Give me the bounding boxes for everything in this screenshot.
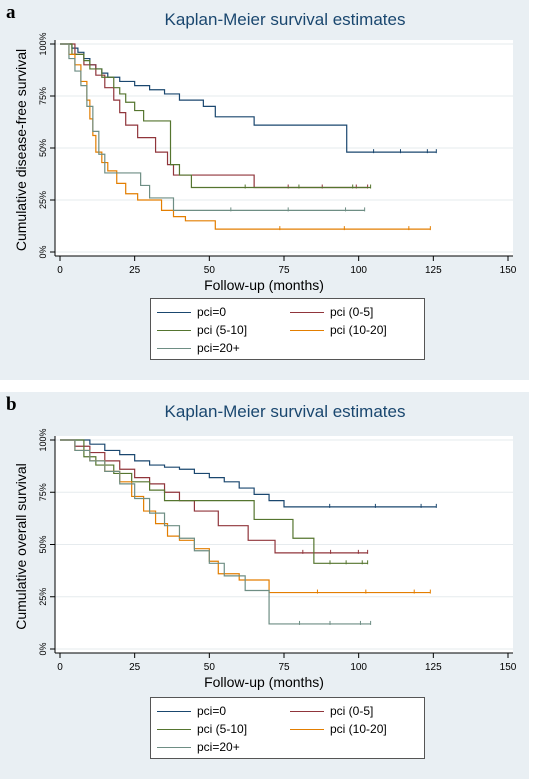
legend: pci=0 pci (0-5] pci (5-10] pci (10-20] p…	[150, 697, 425, 759]
series-line-pci-0-5	[60, 43, 368, 189]
km-chart-a: 0% 25% 50% 75% 100% 0 25 50 75 100 125 150 Follow-up…	[13, 32, 517, 293]
legend-item-pci-20-plus: pci=20+	[157, 739, 240, 755]
legend-swatch	[157, 347, 191, 349]
x-tick-label: 50	[204, 662, 216, 673]
km-chart-b: 0% 25% 50% 75% 100% 0 25 50 75 100 125 150 Follow-up…	[13, 428, 517, 690]
legend-swatch	[157, 710, 191, 712]
x-tick-label: 75	[278, 662, 290, 673]
legend-swatch	[290, 311, 324, 313]
legend-swatch	[157, 728, 191, 730]
legend-swatch	[157, 746, 191, 748]
y-axis-title: Cumulative disease-free survival	[13, 49, 29, 251]
x-tick-label: 25	[129, 662, 141, 673]
panel-b: b Kaplan-Meier survival estimates 0% 25% 5…	[0, 392, 529, 779]
chart-title: Kaplan-Meier survival estimates	[164, 10, 406, 29]
x-tick-label: 125	[425, 265, 442, 276]
legend-swatch	[290, 710, 324, 712]
y-tick-label: 25%	[38, 191, 48, 209]
legend-swatch	[157, 329, 191, 331]
series-line-pci-5-10	[60, 43, 371, 189]
legend-item-pci-5-10: pci (5-10]	[157, 322, 247, 338]
legend-swatch	[157, 311, 191, 313]
legend-label: pci (0-5]	[330, 704, 374, 718]
legend-label: pci (0-5]	[330, 305, 374, 319]
y-tick-label: 100%	[38, 32, 48, 55]
legend-item-pci-10-20: pci (10-20]	[290, 721, 387, 737]
y-tick-label: 50%	[38, 535, 48, 553]
legend-label: pci=0	[197, 704, 227, 718]
legend-swatch	[290, 728, 324, 730]
x-tick-label: 50	[204, 265, 216, 276]
legend-item-pci-10-20: pci (10-20]	[290, 322, 387, 338]
legend-swatch	[290, 329, 324, 331]
y-tick-label: 50%	[38, 139, 48, 157]
x-tick-label: 150	[500, 662, 517, 673]
legend-label: pci (10-20]	[330, 722, 387, 736]
legend-label: pci=20+	[197, 740, 240, 754]
legend-item-pci-0-5: pci (0-5]	[290, 304, 373, 320]
legend-item-pci-0: pci=0	[157, 703, 226, 719]
x-axis-title: Follow-up (months)	[204, 277, 324, 293]
x-axis-title: Follow-up (months)	[204, 674, 324, 690]
series-line-pci-0	[60, 439, 437, 508]
y-axis-title: Cumulative overall survival	[13, 463, 29, 630]
legend-label: pci (10-20]	[330, 323, 387, 337]
y-tick-label: 0%	[38, 642, 48, 655]
x-tick-label: 75	[278, 265, 290, 276]
x-tick-label: 0	[57, 265, 63, 276]
legend: pci=0 pci (0-5] pci (5-10] pci (10-20] p…	[150, 298, 425, 360]
y-tick-label: 100%	[38, 428, 48, 451]
x-tick-label: 0	[57, 662, 63, 673]
x-tick-label: 100	[350, 662, 367, 673]
panel-letter: b	[6, 394, 17, 415]
x-tick-label: 150	[500, 265, 517, 276]
y-tick-label: 25%	[38, 588, 48, 606]
legend-item-pci-20-plus: pci=20+	[157, 340, 240, 356]
y-tick-label: 0%	[38, 245, 48, 258]
series-line-pci-5-10	[60, 439, 368, 564]
series-line-pci-0-5	[60, 439, 368, 554]
legend-label: pci=20+	[197, 341, 240, 355]
panel-letter: a	[6, 2, 16, 23]
legend-item-pci-0: pci=0	[157, 304, 226, 320]
x-tick-label: 25	[129, 265, 141, 276]
legend-item-pci-5-10: pci (5-10]	[157, 721, 247, 737]
y-tick-label: 75%	[38, 483, 48, 501]
legend-label: pci (5-10]	[197, 722, 248, 736]
panel-a: a Kaplan-Meier survival estimates 0% 25% 5…	[0, 0, 529, 380]
legend-label: pci=0	[197, 305, 227, 319]
legend-label: pci (5-10]	[197, 323, 248, 337]
series-line-pci-20	[60, 43, 365, 211]
y-tick-label: 75%	[38, 87, 48, 105]
x-tick-label: 100	[350, 265, 367, 276]
series-line-pci-20	[60, 439, 371, 625]
x-tick-label: 125	[425, 662, 442, 673]
chart-title: Kaplan-Meier survival estimates	[164, 402, 406, 421]
legend-item-pci-0-5: pci (0-5]	[290, 703, 373, 719]
